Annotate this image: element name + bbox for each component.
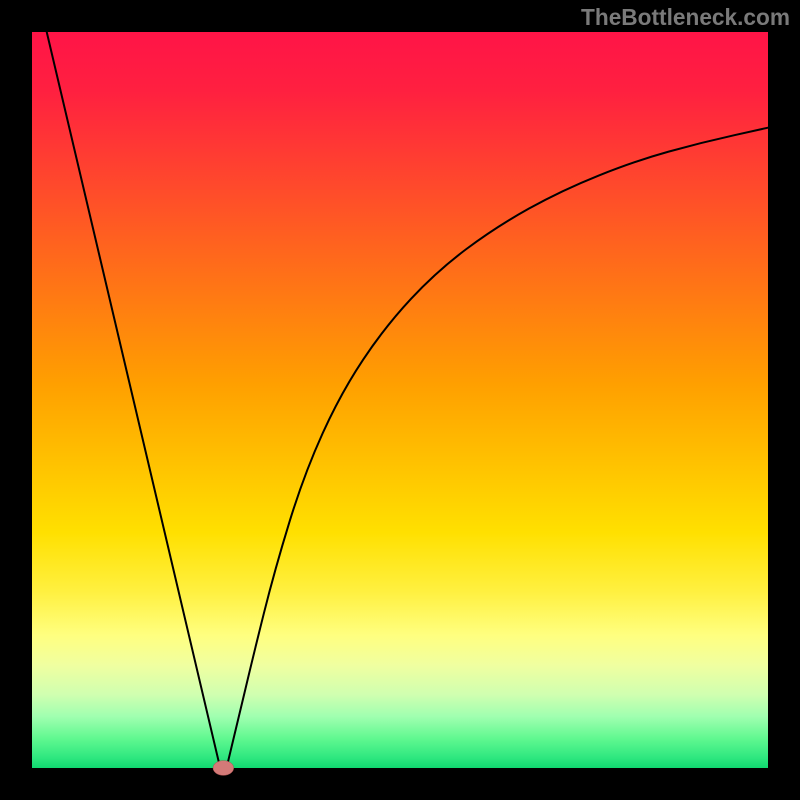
bottleneck-chart: TheBottleneck.com <box>0 0 800 800</box>
chart-svg <box>0 0 800 800</box>
gradient-background <box>32 32 768 768</box>
minimum-marker <box>213 761 234 776</box>
watermark-text: TheBottleneck.com <box>581 4 790 31</box>
